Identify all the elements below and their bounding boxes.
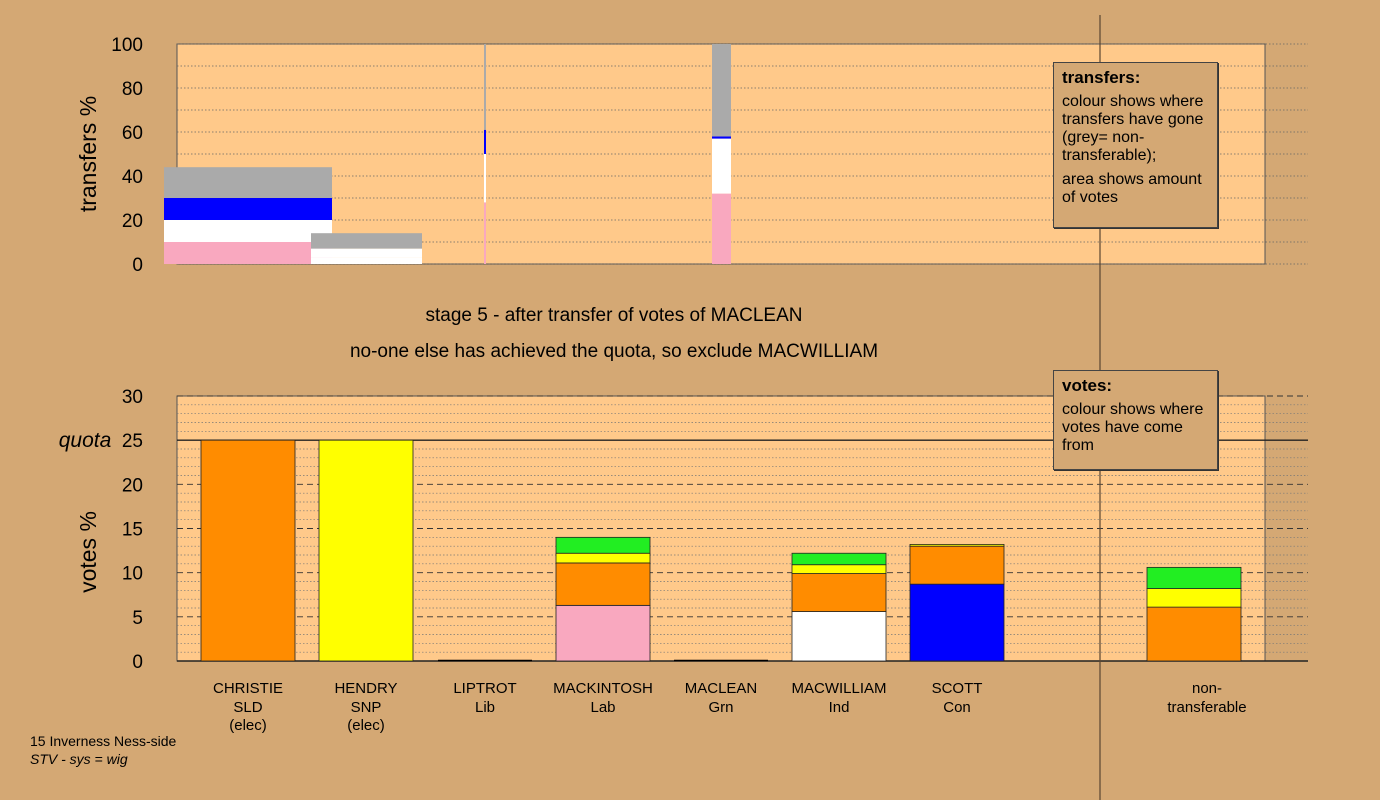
- vote-bar-segment: [909, 545, 1005, 585]
- vote-bar-segment: [791, 564, 887, 574]
- transfers-y-tick-label: 60: [122, 123, 143, 144]
- transfer-bar-segment: [484, 129, 486, 154]
- votes-y-tick-label: 30: [122, 387, 143, 408]
- votes-y-tick-label: 10: [122, 564, 143, 585]
- vote-bar-segment: [555, 562, 651, 606]
- transfer-bar-segment: [311, 257, 422, 264]
- transfer-bar-segment: [712, 136, 731, 139]
- candidate-name-label: MACKINTOSH: [553, 680, 653, 697]
- transfers-legend-text-2: area shows amount of votes: [1062, 171, 1202, 206]
- candidate-name-label: HENDRY: [334, 680, 397, 697]
- candidate-name-label: MACWILLIAM: [791, 680, 886, 697]
- votes-legend-title: votes:: [1062, 376, 1113, 395]
- transfer-bar-segment: [164, 198, 332, 220]
- votes-y-tick-label: 25: [122, 431, 143, 452]
- transfer-bar-segment: [164, 220, 332, 242]
- vote-bar-segment: [200, 439, 296, 662]
- transfers-legend-text-1: colour shows where transfers have gone (…: [1062, 93, 1204, 164]
- candidate-name-label: LIPTROT: [453, 680, 516, 697]
- candidate-party-label: Grn: [708, 699, 733, 716]
- transfer-bar-segment: [164, 167, 332, 198]
- candidate-name-label: CHRISTIE: [213, 680, 283, 697]
- transfers-y-axis-label: transfers %: [75, 96, 101, 212]
- candidate-party-label: SNP: [351, 699, 382, 716]
- vote-bar-segment: [791, 611, 887, 662]
- candidate-party-label: Con: [943, 699, 971, 716]
- transfer-bar-segment: [311, 248, 422, 258]
- system-label: STV - sys = wig: [30, 751, 128, 767]
- votes-y-tick-label: 20: [122, 475, 143, 496]
- transfer-bar-segment: [712, 138, 731, 194]
- stage-title: stage 5 - after transfer of votes of MAC…: [425, 305, 803, 326]
- transfers-legend: transfers: colour shows where transfers …: [1053, 62, 1218, 228]
- votes-legend: votes: colour shows where votes have com…: [1053, 370, 1218, 470]
- transfer-bar-segment: [712, 193, 731, 264]
- vote-bar-segment: [1146, 588, 1242, 608]
- vote-bar-segment: [1146, 606, 1242, 662]
- votes-legend-text: colour shows where votes have come from: [1062, 401, 1204, 454]
- vote-bar-segment: [555, 552, 651, 564]
- candidate-party-label: Lab: [590, 699, 615, 716]
- transfer-bar-segment: [712, 44, 731, 137]
- transfers-y-tick-label: 20: [122, 211, 143, 232]
- vote-bar-segment: [555, 536, 651, 554]
- transfers-y-tick-label: 100: [111, 35, 143, 56]
- votes-y-tick-label: 15: [122, 520, 143, 541]
- transfer-bar-segment: [311, 233, 422, 249]
- candidate-status-label: (elec): [229, 717, 267, 734]
- transfers-y-tick-label: 0: [132, 255, 143, 276]
- candidate-name-label: SCOTT: [932, 680, 983, 697]
- vote-bar-segment: [555, 604, 651, 662]
- transfer-bar-segment: [484, 154, 486, 203]
- vote-bar-segment: [318, 439, 414, 662]
- candidate-party-label: SLD: [233, 699, 262, 716]
- candidate-status-label: (elec): [347, 717, 385, 734]
- candidate-name-label: non-: [1192, 680, 1222, 697]
- votes-y-tick-label: 5: [132, 608, 143, 629]
- vote-bar-segment: [909, 583, 1005, 662]
- votes-y-tick-label: 0: [132, 652, 143, 673]
- vote-bar-segment: [1146, 566, 1242, 589]
- vote-bar-segment: [909, 544, 1005, 547]
- vote-bar-segment: [791, 573, 887, 612]
- candidate-party-label: Lib: [475, 699, 495, 716]
- candidate-name-label: MACLEAN: [685, 680, 758, 697]
- transfer-bar-segment: [484, 44, 486, 130]
- transfer-bar-segment: [164, 242, 332, 264]
- vote-bar-segment: [791, 552, 887, 566]
- transfer-bar-segment: [484, 202, 486, 264]
- votes-y-axis-label: votes %: [75, 511, 101, 593]
- transfers-legend-title: transfers:: [1062, 68, 1141, 87]
- candidate-label-line2: transferable: [1167, 699, 1246, 716]
- quota-label: quota: [59, 429, 112, 452]
- candidate-party-label: Ind: [829, 699, 850, 716]
- transfers-y-tick-label: 80: [122, 79, 143, 100]
- stage-decision: no-one else has achieved the quota, so e…: [349, 341, 879, 362]
- ward-label: 15 Inverness Ness-side: [30, 733, 177, 749]
- transfers-y-tick-label: 40: [122, 167, 143, 188]
